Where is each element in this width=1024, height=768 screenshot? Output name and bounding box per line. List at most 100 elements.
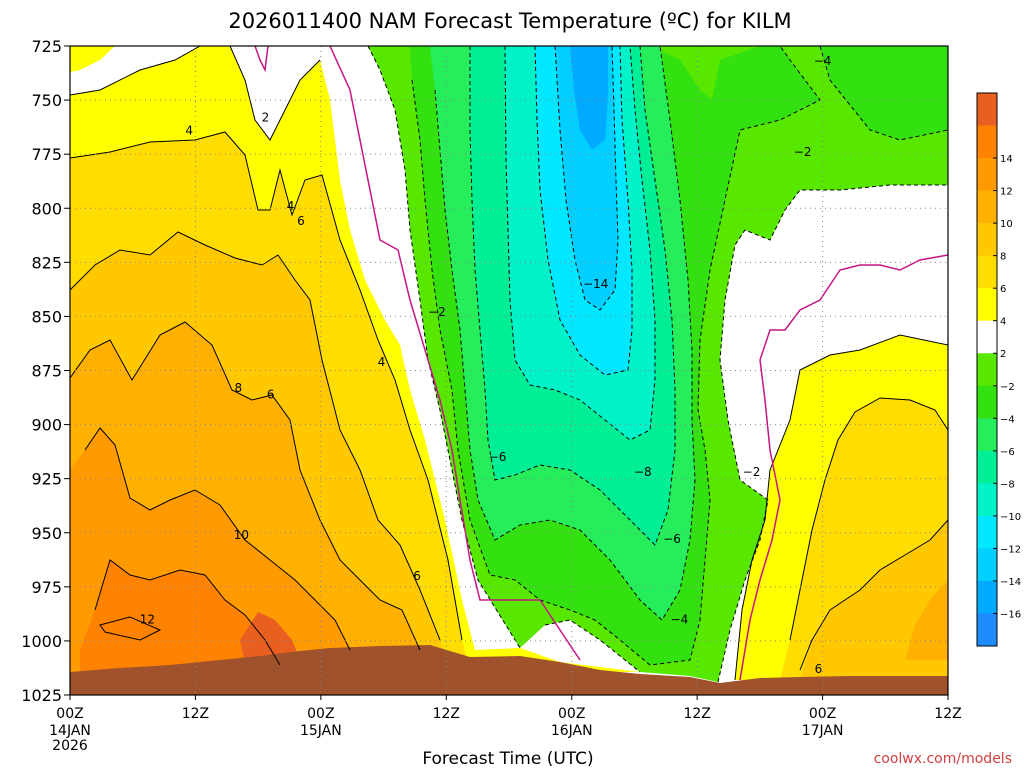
contour-label-text: 6 [267,387,275,401]
colorbar-frame [976,92,998,647]
contour-line-warm [789,397,948,641]
temperature-field [70,46,948,695]
contour-line-cold [554,46,619,311]
colorbar-tick-label: −14 [1000,577,1021,588]
y-tick-label: 950 [31,524,62,543]
contour-label-text: 4 [378,355,386,369]
contour-line-cold [544,619,641,673]
contour-line-cold [411,46,821,666]
contour-label-text: 8 [234,381,242,395]
contour-label-text: 12 [140,612,155,626]
colorbar-cell [977,223,997,257]
colorbar-cell [977,158,997,192]
contour-line-warm [734,334,948,681]
colorbar-tick-label: 10 [1000,219,1013,230]
contour-line-warm [84,427,351,651]
colorbar-tick-label: 6 [1000,284,1006,295]
field-cold-16 [570,46,608,150]
contour-line-cold [819,46,948,141]
x-tick-label: 00Z [56,706,83,722]
y-tick-label: 1025 [21,686,62,705]
contour-label: 4 [185,123,193,137]
y-tick-label: 900 [31,416,62,435]
contour-label-text: −4 [814,54,832,68]
field-warm-14 [240,612,300,665]
contour-label: −8 [634,465,652,479]
field-cold-4c [820,46,948,140]
x-tick-label: 12Z [683,706,710,722]
contour-label: −6 [489,450,507,464]
contour-line-warm [70,46,201,96]
field-warm-12 [80,560,280,672]
credit-link[interactable]: coolwx.com/models [874,751,1012,767]
contour-label: 6 [413,569,421,583]
contour-label-text: −4 [671,612,689,626]
contour-label-text: −14 [583,277,608,291]
contour-line-warm [70,321,421,651]
freezing-line-east [739,254,948,681]
colorbar-cell [977,580,997,614]
contour-label: 6 [815,662,823,676]
x-date-label: 17JAN [802,723,844,739]
y-tick-label: 750 [31,91,62,110]
colorbar-cell [977,385,997,419]
colorbar-cell [977,450,997,484]
y-tick-label: 925 [31,470,62,489]
contour-label-text: −2 [428,305,446,319]
x-axis-label: Forecast Time (UTC) [422,749,593,768]
contour-label-text: 2 [262,110,270,124]
colorbar-cell [977,613,997,647]
colorbar-tick-label: 8 [1000,252,1006,263]
contour-line-cold [504,46,656,441]
contour-label: 12 [140,612,155,626]
colorbar-tick-label: −16 [1000,609,1021,620]
y-tick-label: 775 [31,145,62,164]
contour-label-text: −6 [489,450,507,464]
y-tick-label: 850 [31,307,62,326]
contour-label: −4 [671,612,689,626]
x-date-label: 16JAN [551,723,593,739]
contour-label: 6 [267,387,275,401]
y-tick-label: 800 [31,199,62,218]
contour-label: −6 [663,532,681,546]
colorbar-tick-label: 14 [1000,154,1013,165]
freezing-line [254,46,948,681]
contour-line-warm [70,131,463,641]
colorbar-cell [977,255,997,289]
colorbar-tick-label: 12 [1000,187,1013,198]
colorbar-tick-label: 4 [1000,317,1006,328]
contour-label-text: 10 [234,528,249,542]
colorbar-tick-label: −6 [1000,447,1015,458]
contour-label-text: −6 [663,532,681,546]
contour-label: 8 [234,381,242,395]
colorbar-cell [977,418,997,452]
x-tick-label: 00Z [307,706,334,722]
colorbar-cell [977,353,997,387]
chart-title: 2026011400 NAM Forecast Temperature (ºC)… [228,9,791,33]
contour-label: −4 [814,54,832,68]
colorbar-cell [977,125,997,159]
contour-line-cold [469,46,676,546]
freezing-line-west [329,46,581,661]
colorbar-tick-label: −8 [1000,479,1015,490]
x-date-label: 2026 [52,738,88,754]
x-date-label: 15JAN [300,723,342,739]
contour-label-text: −2 [794,145,812,159]
field-warm-east-8 [905,580,948,660]
contour-label: 4 [378,355,386,369]
contour-line-warm [229,46,321,141]
contour-label: −14 [583,277,608,291]
contour-label-text: 4 [287,199,295,213]
colorbar-tick-label: −2 [1000,382,1015,393]
contour-label: 2 [262,110,270,124]
contour-line-cold [717,184,948,683]
x-tick-label: 12Z [934,706,961,722]
colorbar-cell [977,288,997,322]
contour-line-cold [534,46,633,376]
colorbar-tick-label: −12 [1000,544,1021,555]
contour-lines [70,46,948,681]
x-tick-label: 00Z [809,706,836,722]
colorbar-cell [977,190,997,224]
colorbar-cell [977,93,997,127]
